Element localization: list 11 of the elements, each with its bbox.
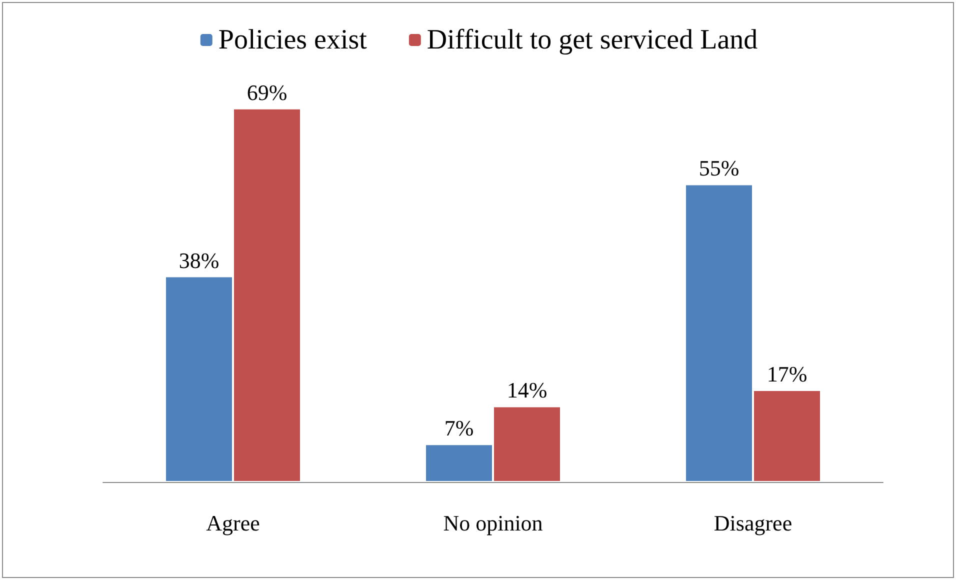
data-label: 38% [178,248,220,273]
data-label: 7% [444,416,474,441]
x-tick-label: Agree [206,510,260,536]
legend-label: Policies exist [218,24,368,56]
data-label: 55% [698,156,740,181]
data-label: 69% [246,80,288,105]
x-tick-label: No opinion [443,510,543,536]
x-tick-label: Disagree [714,510,792,536]
data-label: 14% [506,378,548,403]
legend-label: Difficult to get serviced Land [426,24,758,56]
data-label: 17% [766,361,808,386]
